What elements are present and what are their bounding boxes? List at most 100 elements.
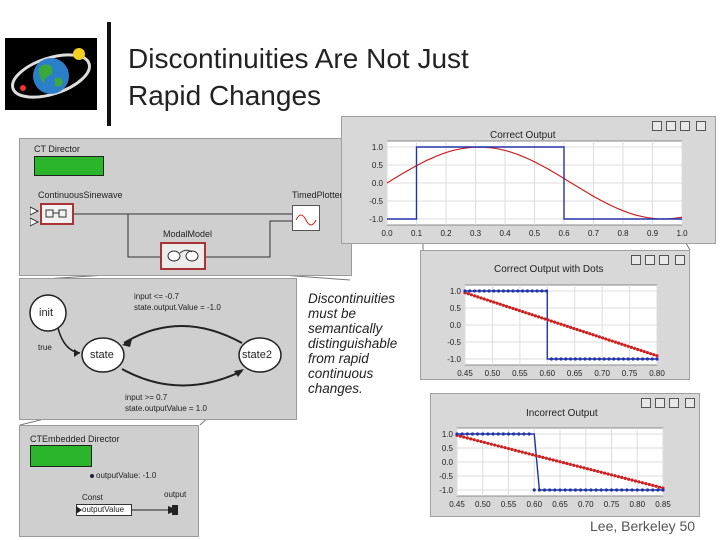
data-point — [617, 357, 621, 361]
data-point — [620, 342, 624, 346]
settings-button[interactable] — [696, 121, 706, 131]
data-point — [636, 347, 640, 352]
data-point — [640, 488, 644, 492]
settings-button[interactable] — [675, 255, 685, 265]
x-tick-label: 0.80 — [629, 500, 645, 509]
data-point — [505, 304, 509, 308]
y-tick-label: 1.0 — [442, 430, 454, 439]
y-tick-label: -1.0 — [447, 355, 461, 364]
zoom-button[interactable] — [645, 255, 655, 265]
print-button[interactable] — [652, 121, 662, 131]
data-point — [615, 488, 619, 492]
y-tick-label: 1.0 — [450, 287, 462, 296]
fsm-guard1: input <= -0.7 — [134, 292, 179, 301]
x-tick-label: 0.55 — [501, 500, 517, 509]
y-tick-label: -0.5 — [439, 472, 453, 481]
x-tick-label: 0.3 — [470, 229, 482, 238]
zoom-button[interactable] — [655, 398, 665, 408]
data-point — [607, 338, 611, 342]
data-point — [506, 446, 511, 451]
data-point — [575, 327, 579, 332]
data-point — [532, 488, 536, 492]
data-point — [645, 351, 649, 355]
data-point — [650, 357, 654, 361]
embedded-director-block[interactable] — [30, 445, 92, 467]
data-point — [582, 466, 586, 470]
data-point — [527, 312, 531, 316]
data-point — [594, 488, 598, 492]
data-point — [630, 488, 634, 492]
data-point — [458, 434, 463, 438]
data-point — [476, 439, 480, 443]
data-point — [537, 315, 541, 319]
data-point — [553, 488, 557, 492]
print-button[interactable] — [631, 255, 641, 265]
modal-model-block[interactable] — [160, 242, 206, 270]
x-tick-label: 0.80 — [649, 369, 665, 378]
data-point — [588, 332, 592, 336]
sinewave-block[interactable] — [40, 203, 74, 225]
data-point — [569, 325, 573, 329]
x-tick-label: 0.1 — [411, 229, 423, 238]
data-point — [534, 453, 538, 458]
data-point — [473, 294, 477, 298]
data-point — [469, 293, 473, 297]
data-point — [613, 474, 617, 478]
fill-button[interactable] — [680, 121, 690, 131]
data-point — [501, 432, 505, 436]
data-point — [633, 479, 638, 483]
data-point — [482, 289, 486, 293]
const-block[interactable]: outputValue — [76, 504, 132, 516]
data-point — [569, 357, 573, 361]
data-point — [657, 485, 662, 489]
data-point — [508, 305, 512, 310]
ct-director-block[interactable] — [34, 156, 104, 176]
data-point — [470, 432, 475, 436]
data-point — [549, 357, 553, 361]
x-tick-label: 0.70 — [578, 500, 594, 509]
output-label: output — [164, 490, 187, 499]
data-point — [645, 357, 649, 361]
data-point — [583, 357, 587, 361]
fsm-init-label: init — [39, 307, 54, 319]
print-button[interactable] — [641, 398, 651, 408]
data-point — [495, 301, 499, 305]
data-point — [558, 488, 562, 492]
data-point — [584, 488, 588, 492]
data-point — [524, 451, 528, 455]
fill-button[interactable] — [659, 255, 669, 265]
settings-button[interactable] — [685, 398, 695, 408]
data-point — [620, 475, 624, 480]
y-tick-label: 0.0 — [442, 458, 454, 467]
sinewave-label: ContinuousSinewave — [38, 190, 123, 200]
zoom-button[interactable] — [666, 121, 676, 131]
data-point — [630, 478, 634, 482]
const-label: Const — [82, 493, 103, 502]
fill-button[interactable] — [669, 398, 679, 408]
data-point — [506, 289, 510, 293]
plot-title-dots: Correct Output with Dots — [494, 264, 604, 275]
data-point — [510, 447, 514, 452]
data-point — [516, 289, 520, 293]
x-tick-label: 0.70 — [594, 369, 610, 378]
footer-credit: Lee, Berkeley 50 — [590, 518, 696, 534]
data-point — [553, 320, 557, 324]
data-point — [568, 488, 572, 492]
data-point — [530, 289, 534, 293]
port-triangles — [30, 206, 40, 227]
data-point — [589, 488, 593, 492]
x-tick-label: 0.5 — [529, 229, 541, 238]
data-point — [589, 468, 593, 472]
note-line: from rapid — [308, 351, 369, 366]
x-tick-label: 0.9 — [647, 229, 659, 238]
data-point — [559, 357, 563, 361]
plot-window-incorrect: Incorrect Output 1.0 0.5 0.0 -0.5 -1.0 0.45 0.… — [430, 393, 700, 517]
data-point — [481, 432, 485, 436]
data-point — [527, 432, 531, 436]
y-tick-label: 0.0 — [372, 179, 384, 188]
data-point — [594, 334, 598, 338]
x-tick-label: 0.50 — [475, 500, 491, 509]
data-point — [469, 437, 473, 441]
plotter-block[interactable] — [292, 205, 320, 231]
data-point — [568, 462, 572, 466]
